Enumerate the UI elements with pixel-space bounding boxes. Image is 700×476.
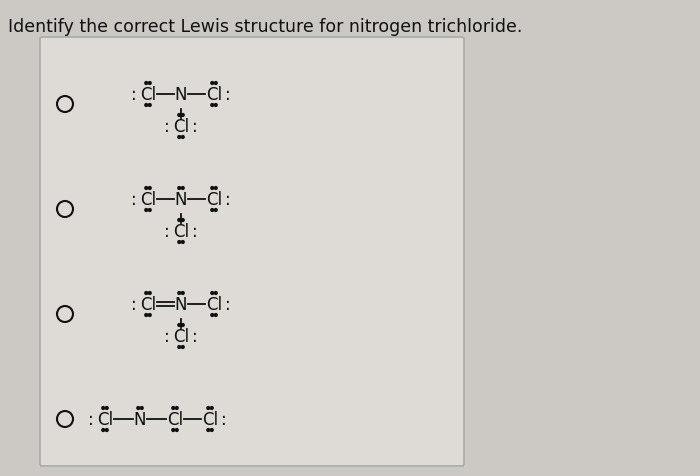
Circle shape bbox=[148, 209, 151, 212]
Circle shape bbox=[148, 187, 151, 190]
Text: Cl: Cl bbox=[140, 296, 156, 313]
Circle shape bbox=[102, 407, 105, 409]
Text: :: : bbox=[164, 327, 170, 345]
Text: :: : bbox=[192, 223, 198, 240]
Text: :: : bbox=[164, 223, 170, 240]
Circle shape bbox=[181, 187, 184, 190]
Circle shape bbox=[172, 407, 175, 409]
Circle shape bbox=[178, 324, 181, 327]
Text: Cl: Cl bbox=[173, 223, 189, 240]
Circle shape bbox=[145, 292, 148, 295]
Circle shape bbox=[178, 114, 181, 117]
Circle shape bbox=[105, 429, 108, 431]
Text: Cl: Cl bbox=[167, 410, 183, 428]
Text: Cl: Cl bbox=[206, 190, 222, 208]
Circle shape bbox=[148, 292, 151, 295]
Circle shape bbox=[211, 314, 214, 317]
Text: :: : bbox=[225, 296, 231, 313]
Text: N: N bbox=[175, 296, 188, 313]
Text: Cl: Cl bbox=[202, 410, 218, 428]
Text: :: : bbox=[88, 410, 94, 428]
Circle shape bbox=[145, 209, 148, 212]
Text: :: : bbox=[192, 327, 198, 345]
Text: :: : bbox=[225, 190, 231, 208]
Circle shape bbox=[214, 187, 217, 190]
Circle shape bbox=[181, 219, 184, 222]
Circle shape bbox=[178, 292, 181, 295]
Circle shape bbox=[136, 407, 140, 409]
Circle shape bbox=[214, 82, 217, 85]
Circle shape bbox=[211, 187, 214, 190]
Circle shape bbox=[102, 429, 105, 431]
Circle shape bbox=[178, 219, 181, 222]
Circle shape bbox=[214, 104, 217, 107]
Circle shape bbox=[211, 82, 214, 85]
Circle shape bbox=[211, 209, 214, 212]
Text: Cl: Cl bbox=[140, 190, 156, 208]
Circle shape bbox=[214, 314, 217, 317]
Text: :: : bbox=[131, 190, 137, 208]
Circle shape bbox=[178, 136, 181, 139]
Circle shape bbox=[214, 292, 217, 295]
Circle shape bbox=[207, 407, 210, 409]
Circle shape bbox=[181, 241, 184, 244]
Circle shape bbox=[211, 292, 214, 295]
Circle shape bbox=[178, 346, 181, 348]
Circle shape bbox=[148, 314, 151, 317]
Circle shape bbox=[175, 429, 178, 431]
Circle shape bbox=[145, 314, 148, 317]
Circle shape bbox=[181, 292, 184, 295]
Circle shape bbox=[181, 136, 184, 139]
Circle shape bbox=[145, 82, 148, 85]
Text: :: : bbox=[192, 118, 198, 136]
Text: N: N bbox=[134, 410, 146, 428]
Text: :: : bbox=[221, 410, 227, 428]
Circle shape bbox=[181, 114, 184, 117]
Circle shape bbox=[145, 104, 148, 107]
Text: Cl: Cl bbox=[206, 296, 222, 313]
Text: Cl: Cl bbox=[173, 118, 189, 136]
Circle shape bbox=[105, 407, 108, 409]
Text: Cl: Cl bbox=[140, 86, 156, 104]
Text: Identify the correct Lewis structure for nitrogen trichloride.: Identify the correct Lewis structure for… bbox=[8, 18, 522, 36]
Text: Cl: Cl bbox=[173, 327, 189, 345]
Circle shape bbox=[214, 209, 217, 212]
Text: N: N bbox=[175, 86, 188, 104]
Circle shape bbox=[210, 407, 213, 409]
Circle shape bbox=[140, 407, 143, 409]
Circle shape bbox=[145, 187, 148, 190]
Circle shape bbox=[178, 241, 181, 244]
Text: Cl: Cl bbox=[97, 410, 113, 428]
Circle shape bbox=[210, 429, 213, 431]
Text: :: : bbox=[164, 118, 170, 136]
Circle shape bbox=[175, 407, 178, 409]
Circle shape bbox=[172, 429, 175, 431]
Circle shape bbox=[181, 324, 184, 327]
Text: Cl: Cl bbox=[206, 86, 222, 104]
Circle shape bbox=[211, 104, 214, 107]
Text: N: N bbox=[175, 190, 188, 208]
Text: :: : bbox=[225, 86, 231, 104]
Circle shape bbox=[207, 429, 210, 431]
Circle shape bbox=[181, 346, 184, 348]
Text: :: : bbox=[131, 86, 137, 104]
Circle shape bbox=[178, 187, 181, 190]
Circle shape bbox=[148, 104, 151, 107]
Circle shape bbox=[148, 82, 151, 85]
FancyBboxPatch shape bbox=[40, 38, 464, 466]
Text: :: : bbox=[131, 296, 137, 313]
